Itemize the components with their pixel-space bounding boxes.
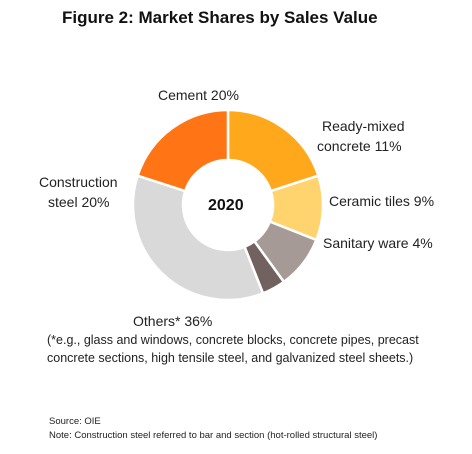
slice-others xyxy=(131,174,265,302)
source-note: Source: OIE xyxy=(49,416,101,427)
label-construction-steel-1: Construction xyxy=(39,174,118,190)
label-cement: Cement 20% xyxy=(158,87,239,103)
definition-note: Note: Construction steel referred to bar… xyxy=(49,430,378,441)
label-ceramic-tiles: Ceramic tiles 9% xyxy=(329,193,435,209)
footnote-line-2: concrete sections, high tensile steel, a… xyxy=(47,351,414,365)
footnote-line-1: (*e.g., glass and windows, concrete bloc… xyxy=(47,333,419,347)
slice-construction-steel xyxy=(136,108,230,193)
label-others: Others* 36% xyxy=(133,313,213,329)
others-footnote: (*e.g., glass and windows, concrete bloc… xyxy=(47,331,419,367)
center-year-label: 2020 xyxy=(208,197,244,214)
chart-title: Figure 2: Market Shares by Sales Value xyxy=(62,8,378,27)
label-sanitary-ware: Sanitary ware 4% xyxy=(323,235,433,251)
label-ready-mixed-2: concrete 11% xyxy=(317,138,402,154)
label-ready-mixed-1: Ready-mixed xyxy=(322,118,405,134)
label-construction-steel-2: steel 20% xyxy=(48,194,110,210)
